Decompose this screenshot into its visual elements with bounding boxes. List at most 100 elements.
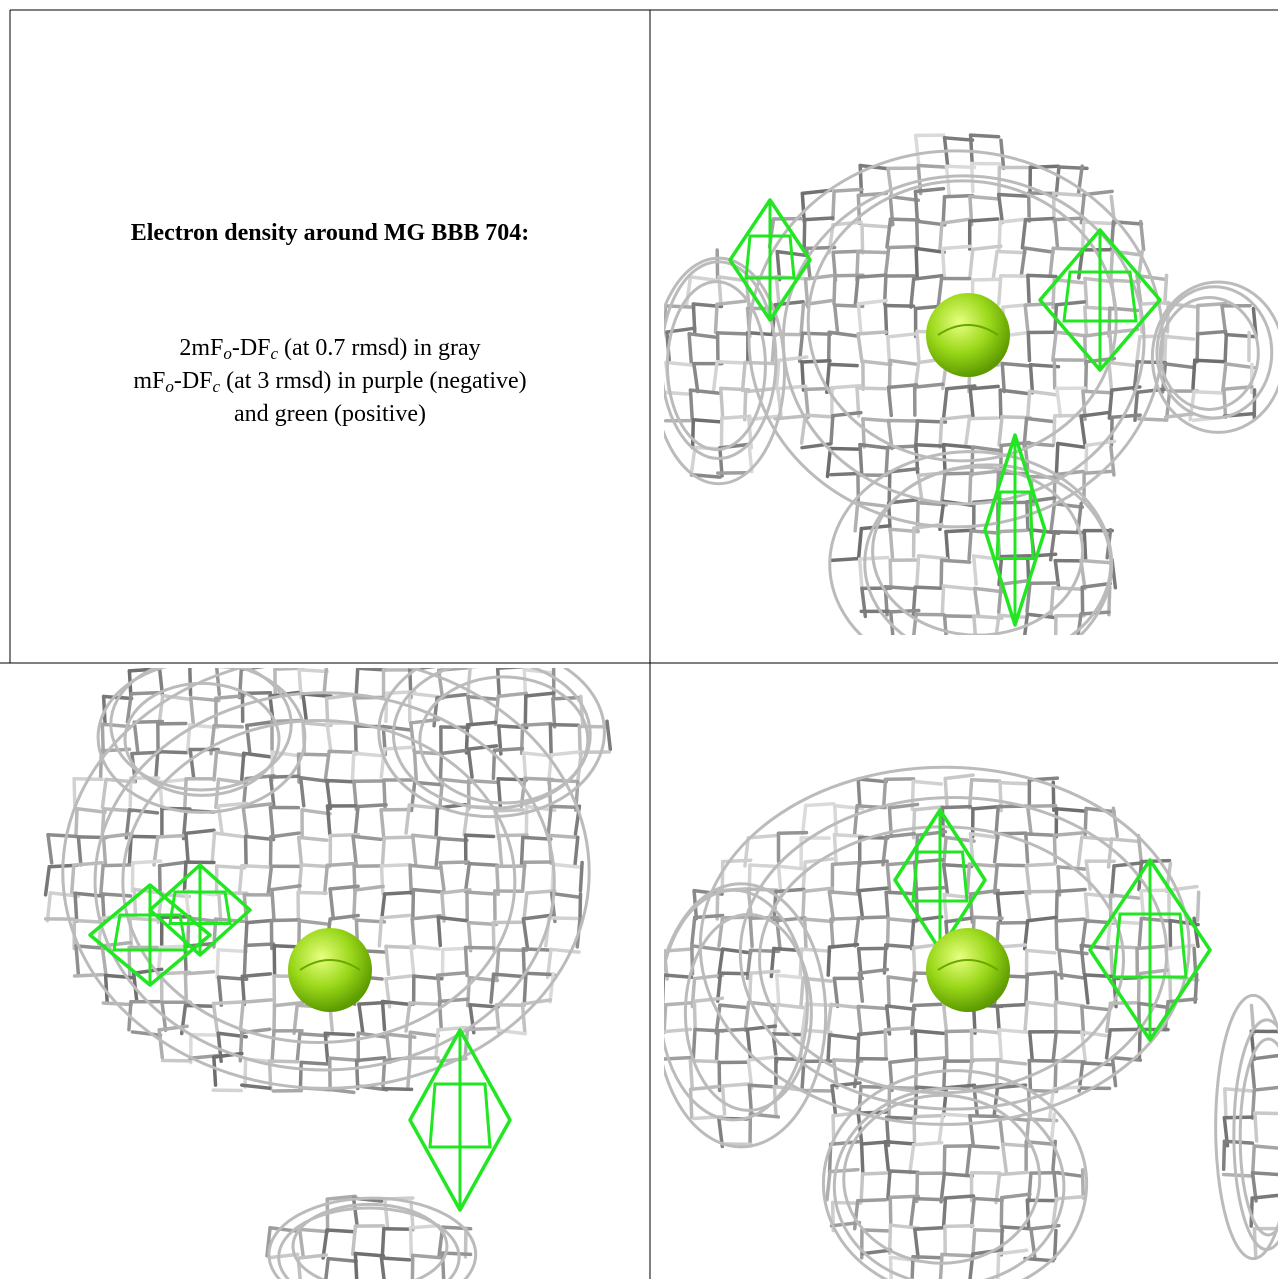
mesh-edge [968,832,1001,840]
mesh-edge [1053,217,1060,250]
mesh-edge [434,806,440,838]
mesh-edge [1192,389,1224,395]
mesh-edge [775,973,781,1006]
mesh-edge [799,976,805,1009]
mesh-edge [298,1060,303,1093]
mesh-edge [1026,330,1032,363]
mesh-edge [327,1056,360,1063]
mesh-edge [154,749,160,782]
mesh-edge [437,999,444,1032]
mesh-edge [1223,332,1229,365]
mesh-edge [325,778,333,811]
mesh-edge [548,972,556,1004]
mesh-edge [188,668,193,697]
mesh-edge [379,862,412,868]
mesh-edge [212,831,245,839]
text: -DF [173,368,213,394]
mesh-edge [774,358,781,391]
mesh-edge [998,388,1030,396]
mesh-edge [1056,441,1088,450]
mesh-edge [1110,1055,1143,1062]
mesh-edge [323,1031,330,1064]
mesh-edge [856,193,862,226]
mesh-edge [1084,859,1092,891]
mesh-edge [495,668,527,670]
mesh-edge [377,916,384,948]
mesh-edge [883,1139,916,1146]
mesh-edge [913,186,946,194]
mesh-edge [382,835,415,840]
mesh-edge [466,694,474,727]
mesh-edge [911,915,944,923]
mesh-edge [411,887,416,920]
mesh-edge [73,891,105,898]
mesh-edge [855,501,888,508]
mesh-edge [1083,360,1089,392]
mesh-edge [998,1115,1005,1148]
mesh-edge [1224,362,1256,370]
mesh-edge [436,668,445,700]
mesh-edge [972,915,1004,921]
mesh-edge [716,1027,748,1033]
mesh-edge [861,359,893,367]
mesh-edge [412,750,419,782]
mesh-edge [157,693,165,726]
mesh-contour [821,1069,1089,1279]
mesh-edge [128,916,160,922]
mesh-edge [1027,1171,1033,1203]
mesh-edge [884,1004,917,1012]
mesh-edge [857,888,865,921]
mesh-edge [776,830,809,836]
caption-line: mFo-DFc (at 3 rmsd) in purple (negative) [12,365,648,398]
mesh-edge [1080,1004,1112,1012]
mesh-edge [101,832,134,840]
mesh-edge [1024,972,1030,1005]
mesh-edge [888,1195,893,1228]
mesh-contour [1238,1037,1278,1237]
mesh-edge [299,863,332,869]
mesh-contour [871,465,1085,635]
mg-atom [926,928,1010,1012]
mesh-edge [549,891,582,899]
mesh-edge [409,944,441,951]
mesh-edge [1024,416,1057,424]
mesh-edge [436,970,468,977]
mesh-contour [1158,295,1260,411]
mesh-edge [856,332,864,364]
mesh-edge [936,276,944,309]
mesh-edge [664,360,696,367]
mesh-edge [381,724,414,732]
mesh-edge [914,246,946,255]
mesh-edge [972,586,1005,594]
mesh-edge [438,751,444,784]
mesh-edge [718,446,724,478]
mesh-edge [690,418,696,450]
mesh-edge [884,890,890,922]
mesh-edge [1081,389,1113,395]
mesh-edge [384,691,389,724]
mesh-edge [996,192,1005,225]
mesh-edge [856,1111,864,1143]
mesh-edge [156,749,188,755]
mesh-edge [1024,863,1032,896]
mesh-edge [297,919,330,926]
mesh-edge [800,803,808,836]
mesh-edge [352,888,357,920]
mesh-edge [521,917,530,949]
density-map [664,133,1278,635]
mesh-edge [183,972,189,1004]
mesh-edge [1019,246,1027,278]
mesh-edge [1053,972,1086,980]
mesh-edge [829,916,861,921]
mesh-edge [46,833,78,839]
mesh-edge [888,1057,920,1065]
mesh-edge [408,1001,440,1007]
mesh-edge [913,1029,946,1036]
mesh-edge [916,163,949,169]
mesh-edge [740,360,747,393]
mesh-edge [322,863,329,896]
mesh-edge [102,807,134,813]
mesh-edge [1252,1144,1278,1150]
mesh-edge [436,915,443,948]
mesh-edge [829,471,861,477]
